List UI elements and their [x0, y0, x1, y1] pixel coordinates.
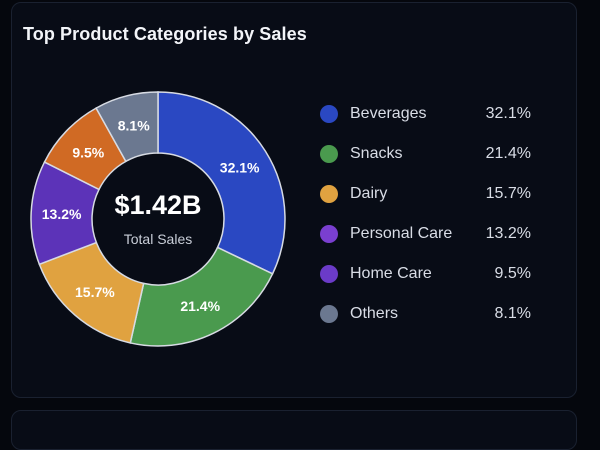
legend-item-snacks[interactable]: Snacks 21.4% — [320, 136, 540, 176]
center-total-value: $1.42B — [114, 190, 201, 220]
center-total-label: Total Sales — [124, 231, 192, 247]
legend-item-home-care[interactable]: Home Care 9.5% — [320, 256, 540, 296]
legend-label: Others — [350, 305, 399, 322]
legend-item-personal-care[interactable]: Personal Care 13.2% — [320, 216, 540, 256]
donut-slice-beverages[interactable] — [157, 91, 286, 275]
legend-item-others[interactable]: Others 8.1% — [320, 296, 540, 336]
legend-label: Personal Care — [350, 225, 453, 242]
legend-label: Beverages — [350, 105, 427, 122]
card-title: Top Product Categories by Sales — [23, 24, 307, 44]
donut-slice-labels: 32.1% 21.4% 15.7% 13.2% 9.5% 8.1% — [42, 118, 260, 314]
slice-label-home-care: 9.5% — [72, 144, 104, 160]
donut-slices — [30, 91, 286, 347]
legend-value: 15.7% — [485, 185, 531, 202]
slice-label-dairy: 15.7% — [75, 284, 115, 300]
slice-label-others: 8.1% — [118, 118, 150, 134]
legend-value: 32.1% — [485, 105, 531, 122]
donut-slice-snacks[interactable] — [129, 246, 274, 347]
legend-item-dairy[interactable]: Dairy 15.7% — [320, 176, 540, 216]
legend-label: Home Care — [350, 265, 432, 282]
donut-chart: 32.1% 21.4% 15.7% 13.2% 9.5% 8.1% $1.42B Tota… — [30, 91, 286, 347]
legend-swatch — [320, 305, 338, 323]
legend-label: Snacks — [350, 145, 403, 162]
legend-value: 8.1% — [494, 305, 531, 322]
legend-item-beverages[interactable]: Beverages 32.1% — [320, 96, 540, 136]
slice-label-beverages: 32.1% — [220, 160, 260, 176]
chart-legend: Beverages 32.1% Snacks 21.4% Dairy 15.7% Perso… — [320, 96, 540, 336]
legend-value: 9.5% — [494, 265, 531, 282]
legend-label: Dairy — [350, 185, 388, 202]
legend-value: 13.2% — [485, 225, 531, 242]
slice-label-personal-care: 13.2% — [42, 206, 82, 222]
legend-swatch — [320, 145, 338, 163]
legend-value: 21.4% — [485, 145, 531, 162]
donut-slice-others[interactable] — [95, 91, 159, 163]
legend-swatch — [320, 105, 338, 123]
legend-swatch — [320, 225, 338, 243]
slice-label-snacks: 21.4% — [180, 298, 220, 314]
legend-swatch — [320, 185, 338, 203]
legend-swatch — [320, 265, 338, 283]
